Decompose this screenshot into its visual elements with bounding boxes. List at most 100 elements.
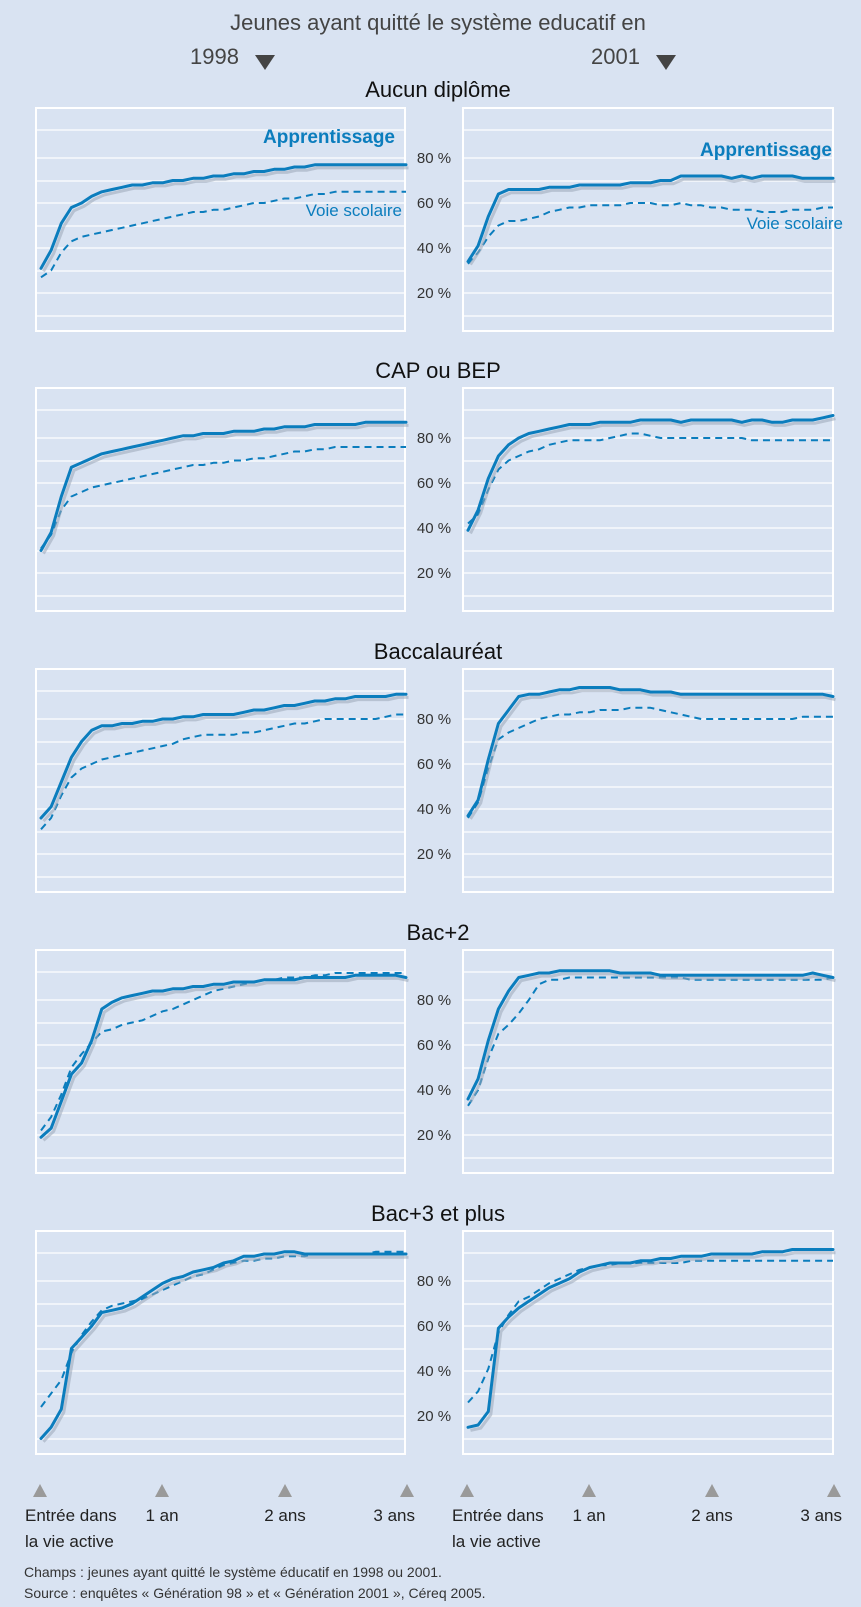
- x-tick-label: 2 ans: [691, 1506, 733, 1525]
- plot-cohort_2001: [462, 949, 836, 1174]
- series-shadow: [470, 1251, 836, 1432]
- legend-voie-scolaire-2001: Voie scolaire: [747, 214, 843, 233]
- series-shadow: [42, 976, 409, 1142]
- plot-cohort_2001: [462, 107, 836, 332]
- x-tick-label: Entrée dans: [25, 1506, 117, 1525]
- y-tick-label: 20 %: [417, 1127, 451, 1144]
- series-shadow: [469, 417, 836, 535]
- legend-apprentissage-1998: Apprentissage: [263, 127, 395, 148]
- y-tick-label: 80 %: [417, 430, 451, 447]
- y-tick-label: 60 %: [417, 1318, 451, 1335]
- panel-title: CAP ou BEP: [375, 358, 501, 383]
- panel-2: Baccalauréat 80 % 60 % 40 % 20 %: [35, 639, 836, 893]
- y-tick-label: 80 %: [417, 150, 451, 167]
- x-tick-label-line2: la vie active: [452, 1532, 541, 1551]
- plot-cohort_1998: [35, 949, 409, 1174]
- panel-title: Bac+3 et plus: [371, 1201, 505, 1226]
- x-tick-marker: [460, 1484, 474, 1497]
- x-tick-label: Entrée dans: [452, 1506, 544, 1525]
- series-voie-scolaire-cohort_1998: [40, 972, 406, 1132]
- y-tick-label: 40 %: [417, 240, 451, 257]
- header-year-1998: 1998: [190, 44, 239, 69]
- x-tick-marker: [155, 1484, 169, 1497]
- x-tick-marker: [827, 1484, 841, 1497]
- plot-cohort_1998: [35, 107, 409, 332]
- y-tick-label: 60 %: [417, 195, 451, 212]
- y-tick-label: 40 %: [417, 520, 451, 537]
- y-tick-label: 40 %: [417, 801, 451, 818]
- x-tick-marker: [400, 1484, 414, 1497]
- x-tick-marker: [582, 1484, 596, 1497]
- series-voie-scolaire-cohort_2001: [467, 706, 833, 819]
- legend-apprentissage-2001: Apprentissage: [700, 140, 832, 161]
- x-tick-label: 1 an: [145, 1506, 178, 1525]
- y-tick-label: 60 %: [417, 1037, 451, 1054]
- series-voie-scolaire-cohort_2001: [467, 432, 833, 525]
- y-tick-label: 60 %: [417, 475, 451, 492]
- panel-0: Aucun diplôme 80 % 60 % 40 % 20 % Apprentissa…: [35, 77, 843, 332]
- series-apprentissage-cohort_1998: [39, 163, 408, 270]
- series-shadow: [42, 423, 409, 555]
- x-tick-label: 1 an: [572, 1506, 605, 1525]
- y-tick-label: 80 %: [417, 992, 451, 1009]
- footer-champs: Champs : jeunes ayant quitté le système …: [24, 1564, 442, 1580]
- y-tick-label: 20 %: [417, 1408, 451, 1425]
- series-voie-scolaire-cohort_1998: [40, 446, 406, 549]
- header-year-2001: 2001: [591, 44, 640, 69]
- panel-4: Bac+3 et plus 80 % 60 % 40 % 20 %: [35, 1201, 836, 1455]
- plot-cohort_1998: [35, 387, 409, 612]
- panels: Aucun diplôme 80 % 60 % 40 % 20 % Apprentissa…: [35, 77, 843, 1455]
- y-tick-label: 60 %: [417, 756, 451, 773]
- legend-voie-scolaire-1998: Voie scolaire: [306, 201, 402, 220]
- series-apprentissage-cohort_1998: [39, 692, 408, 820]
- series-voie-scolaire-cohort_2001: [467, 202, 833, 265]
- footer: Champs : jeunes ayant quitté le système …: [24, 1564, 486, 1601]
- series-voie-scolaire-cohort_2001: [467, 1259, 833, 1404]
- x-tick-marker: [278, 1484, 292, 1497]
- plot-cohort_1998: [35, 1230, 409, 1455]
- y-tick-label: 80 %: [417, 1273, 451, 1290]
- series-shadow: [42, 1253, 409, 1443]
- series-voie-scolaire-cohort_1998: [40, 190, 406, 279]
- header-title: Jeunes ayant quitté le système educatif …: [230, 10, 646, 35]
- plot-frame: [35, 387, 406, 612]
- y-tick-label: 40 %: [417, 1082, 451, 1099]
- x-tick-label: 3 ans: [800, 1506, 842, 1525]
- plot-cohort_2001: [462, 1230, 836, 1455]
- x-axis-2001: Entrée dans la vie active 1 an 2 ans 3 ans: [452, 1484, 842, 1551]
- panel-1: CAP ou BEP 80 % 60 % 40 % 20 %: [35, 358, 836, 612]
- panel-title: Aucun diplôme: [365, 77, 511, 102]
- panel-title: Bac+2: [407, 920, 470, 945]
- series-apprentissage-cohort_1998: [39, 1250, 408, 1440]
- series-apprentissage-cohort_1998: [39, 420, 408, 552]
- series-shadow: [469, 177, 836, 266]
- x-tick-marker: [33, 1484, 47, 1497]
- y-tick-label: 20 %: [417, 285, 451, 302]
- y-tick-label: 20 %: [417, 846, 451, 863]
- panel-3: Bac+2 80 % 60 % 40 % 20 %: [35, 920, 836, 1174]
- series-shadow: [42, 166, 409, 273]
- arrow-down-icon-1998: [255, 55, 275, 70]
- plot-cohort_2001: [462, 668, 836, 893]
- series-shadow: [469, 972, 836, 1103]
- x-tick-label: 2 ans: [264, 1506, 306, 1525]
- series-apprentissage-cohort_2001: [466, 174, 835, 263]
- x-tick-label-line2: la vie active: [25, 1532, 114, 1551]
- footer-source: Source : enquêtes « Génération 98 » et «…: [24, 1585, 486, 1601]
- arrow-down-icon-2001: [656, 55, 676, 70]
- y-tick-label: 20 %: [417, 565, 451, 582]
- series-shadow: [42, 695, 409, 823]
- series-shadow: [469, 689, 836, 820]
- series-apprentissage-cohort_2001: [466, 969, 835, 1101]
- series-apprentissage-cohort_2001: [466, 686, 835, 818]
- x-axis-1998: Entrée dans la vie active 1 an 2 ans 3 ans: [25, 1484, 415, 1551]
- panel-title: Baccalauréat: [374, 639, 502, 664]
- plot-cohort_1998: [35, 668, 409, 893]
- x-tick-label: 3 ans: [373, 1506, 415, 1525]
- plot-cohort_2001: [462, 387, 836, 612]
- y-tick-label: 80 %: [417, 711, 451, 728]
- header: Jeunes ayant quitté le système educatif …: [190, 10, 676, 70]
- series-voie-scolaire-cohort_1998: [40, 1250, 406, 1408]
